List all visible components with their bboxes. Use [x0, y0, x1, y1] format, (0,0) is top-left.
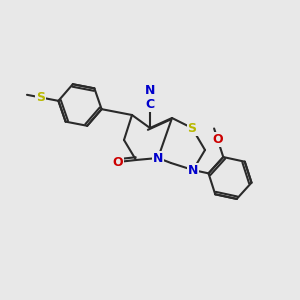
Text: C: C [146, 98, 154, 110]
Text: N: N [145, 83, 155, 97]
Text: S: S [188, 122, 196, 134]
Text: S: S [36, 91, 45, 104]
Text: O: O [212, 134, 223, 146]
Text: O: O [113, 155, 123, 169]
Text: N: N [188, 164, 198, 176]
Text: N: N [153, 152, 163, 164]
